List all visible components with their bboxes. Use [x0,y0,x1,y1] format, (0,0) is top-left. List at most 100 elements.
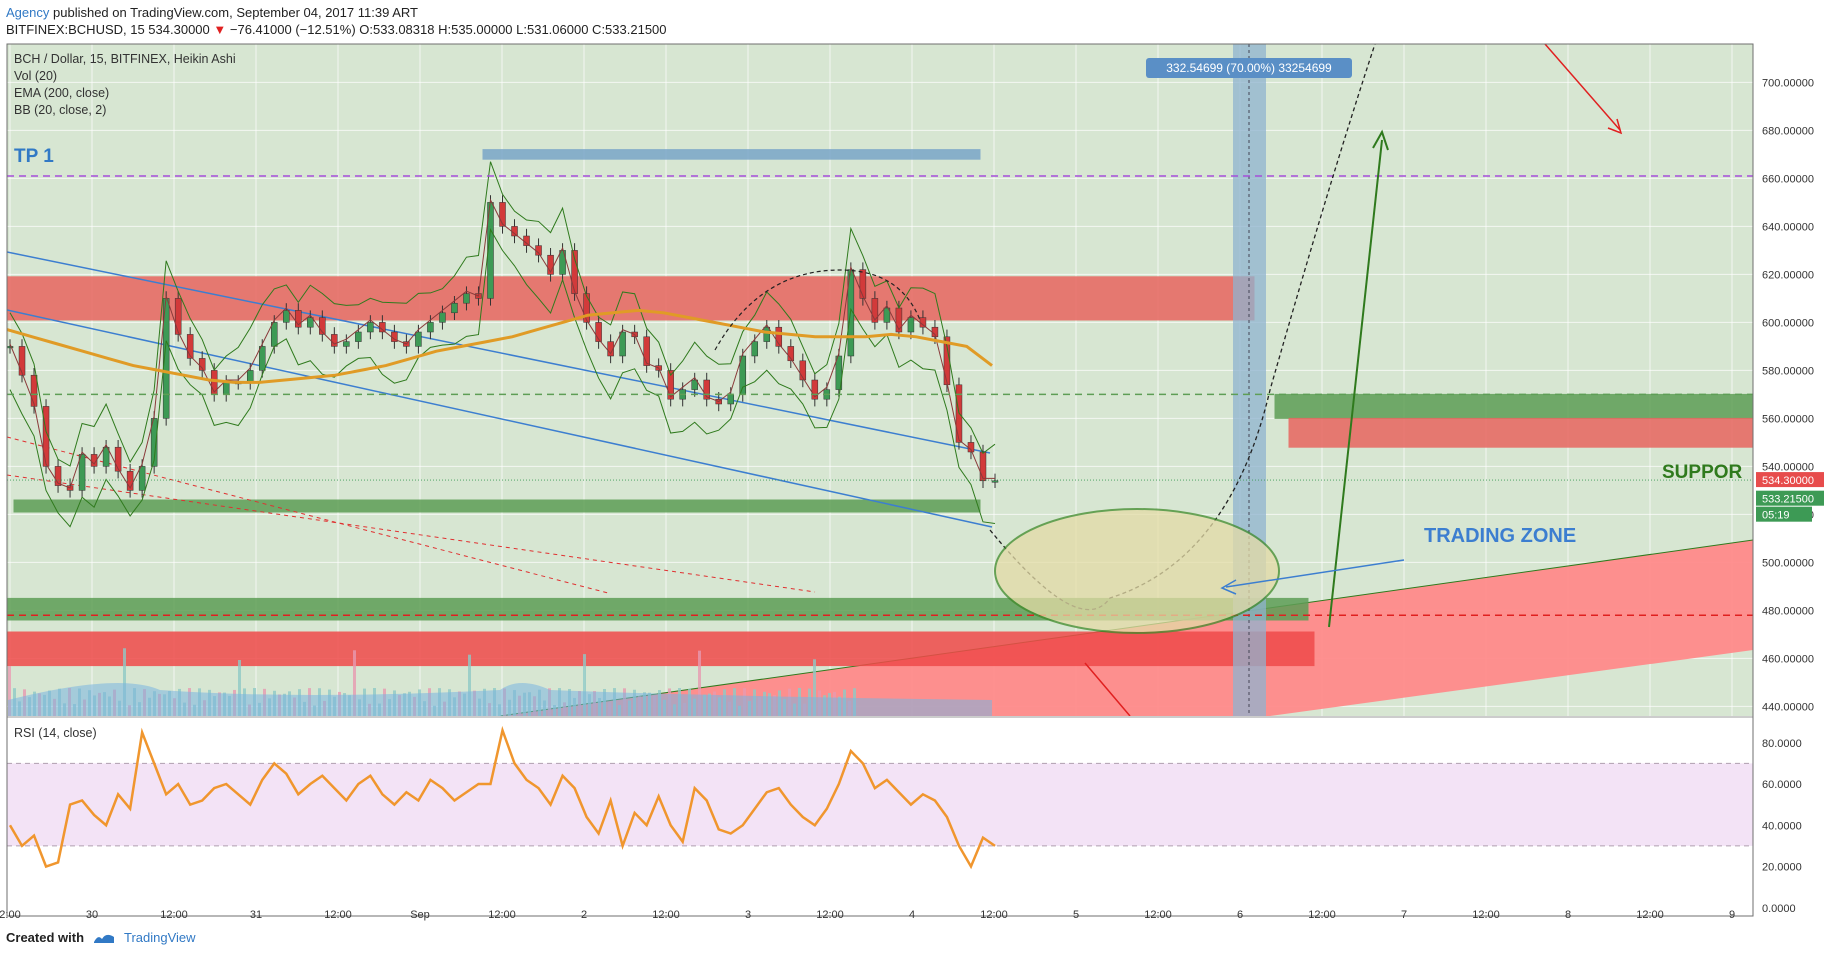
rsi-tick: 0.0000 [1762,903,1796,915]
ema-line [7,308,993,384]
time-tick: 12:00 [1144,909,1172,921]
candle-up [691,379,698,390]
candle-down [295,310,302,328]
price-tick: 660.00000 [1762,173,1814,185]
price-tick: 460.00000 [1762,653,1814,665]
candle-down [571,250,578,294]
trading-zone-ellipse [994,508,1280,634]
candle-down [787,346,795,362]
time-tick: 3 [745,909,751,921]
tradingview-link[interactable]: TradingView [124,930,196,945]
candle-down [919,317,927,328]
price-tick: 620.00000 [1762,269,1814,281]
green-zone-right [1274,393,1753,419]
price-axis[interactable]: 700.00000 680.00000 660.00000 640.00000 620.… [1762,77,1814,713]
author-link[interactable]: Agency [6,5,50,20]
volume-bar [238,660,241,716]
rsi-band [7,763,1753,846]
time-tick: 5 [1073,909,1079,921]
candle-down [499,202,506,227]
bb-upper [9,161,996,467]
price-tick: 480.00000 [1762,605,1814,617]
price-tick: 500.00000 [1762,557,1814,569]
candle-down [319,317,326,335]
time-tick: 12:00 [1472,909,1500,921]
price-tick: 440.00000 [1762,701,1814,713]
candle-up [102,446,110,467]
close-price-text: 533.21500 [1762,494,1814,506]
candle-down [703,379,710,400]
candle-up [222,382,230,395]
bb-lower [9,228,996,528]
volume-bar [8,666,11,716]
candle-up [7,346,14,349]
candle-down [871,298,879,323]
rsi-tick: 40.0000 [1762,820,1802,832]
measure-label-bg [1146,58,1352,78]
price-tick: 600.00000 [1762,317,1814,329]
time-tick: 12:00 [160,909,188,921]
candle-up [763,326,771,342]
red-zone-right [1288,417,1753,448]
candle-up [907,317,915,333]
candle-up [355,331,362,342]
price-tick: 580.00000 [1762,365,1814,377]
time-tick: 2 [581,909,587,921]
blue-arrow-left [1225,559,1405,588]
time-tick: 7 [1401,909,1407,921]
volume-bar [583,654,586,716]
rsi-pane [7,725,1753,870]
price-tick: 700.00000 [1762,77,1814,89]
trading-zone-label: TRADING ZONE [1424,525,1576,547]
legend-rsi: RSI (14, close) [14,726,97,740]
candle-down [643,336,650,366]
countdown-text: 05:19 [1762,510,1790,522]
candle-up [883,307,891,323]
candle-up [415,331,422,347]
candle-down [30,374,38,407]
candle-down [174,298,182,335]
ticker-line: BITFINEX:BCHUSD, 15 534.30000 [6,22,210,37]
candle-down [54,466,62,486]
candle-down [523,235,530,246]
main-pane [7,44,1753,716]
time-tick: 8 [1565,909,1571,921]
time-tick: 12:00 [816,909,844,921]
chart-frame [6,43,1754,917]
change-text: −76.41000 (−12.51%) [229,22,356,37]
candle-up [138,466,146,491]
price-tick: 640.00000 [1762,221,1814,233]
chart-header: Agency published on TradingView.com, Sep… [6,4,667,38]
candle-up [150,418,158,467]
red-arrow-down [1544,44,1621,131]
candle-down [379,322,386,333]
time-tick: Sep [410,909,430,921]
candle-up [307,317,314,328]
candle-down [535,245,542,256]
candle-down [18,346,26,376]
time-axis[interactable]: 2:00 30 12:00 31 12:00 Sep 12:00 2 12:00 3 12:00 4 1… [0,909,1735,921]
candle-down [583,293,590,323]
measure-label: 332.54699 (70.00%) 33254699 [1166,61,1332,75]
candle-down [607,341,614,357]
candle-up [451,302,458,314]
volume-bar [353,650,356,716]
rsi-axis[interactable]: 80.0000 60.0000 40.0000 20.0000 0.0000 [1762,738,1802,915]
time-tick: 9 [1729,909,1735,921]
candle-up [559,250,566,275]
candle-up [78,454,86,491]
candle-down [114,446,122,472]
countdown-tag [1756,506,1812,522]
close-price-tag [1756,490,1824,506]
candle-up [367,322,374,333]
candle-down [126,470,134,491]
candle-up [619,331,626,357]
price-tick: 560.00000 [1762,413,1814,425]
red-arrow-lower [1084,662,1131,716]
tradingview-logo-icon [94,934,115,943]
annotations: TP 1 SUPPOR TRADING ZONE 332.54699 (70.00%)… [14,58,1824,547]
volume-ma-area [8,682,992,716]
rsi-tick: 20.0000 [1762,862,1802,874]
legend-ema: EMA (200, close) [14,86,110,100]
